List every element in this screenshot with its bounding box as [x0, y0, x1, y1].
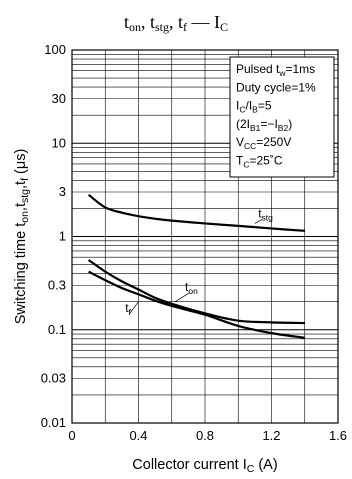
- condition-line: TC​=25˚C: [236, 154, 283, 170]
- series-labels: tstg​ ton​ tf​: [125, 206, 273, 317]
- y-tick-label: 0.01: [41, 415, 66, 430]
- y-tick-labels: 0.01 0.03 0.1 0.3 1 3 10 30 100: [41, 42, 66, 430]
- chart-title: ton​, tstg​, tf​ — IC​: [124, 12, 228, 34]
- y-tick-label: 100: [44, 42, 66, 57]
- condition-line: Pulsed tw​=1ms: [236, 62, 315, 78]
- tstg-leader: [254, 219, 263, 224]
- condition-line: Duty cycle=1%: [236, 80, 316, 94]
- y-tick-label: 3: [59, 184, 66, 199]
- ton-label: ton​: [185, 280, 198, 296]
- tstg-curve: [87, 193, 305, 232]
- x-axis-label-text: Collector current IC​ (A): [132, 457, 277, 475]
- condition-line: (2IB1​=−IB2​): [236, 117, 292, 133]
- y-tick-label: 0.3: [48, 277, 66, 292]
- chart-title-text: ton​, tstg​, tf​ — IC​: [124, 12, 228, 34]
- y-tick-label: 1: [59, 229, 66, 244]
- series-curves: [87, 193, 305, 339]
- ton-curve: [87, 259, 305, 325]
- x-axis-label: Collector current IC​ (A): [132, 457, 277, 475]
- x-tick-label: 0.4: [129, 428, 147, 443]
- tf-curve: [88, 270, 305, 339]
- y-axis-label-text: Switching time ton​,tstg​,tf​ (μs): [13, 149, 31, 325]
- plot-frame: [71, 49, 339, 424]
- y-tick-label: 0.03: [41, 371, 66, 386]
- y-tick-label: 30: [52, 91, 66, 106]
- tf-leader: [128, 301, 139, 315]
- x-tick-labels: 0 0.4 0.8 1.2 1.6: [68, 428, 347, 443]
- x-tick-label: 0.8: [196, 428, 214, 443]
- conditions-box-frame: [229, 56, 335, 178]
- x-tick-label: 1.6: [329, 428, 347, 443]
- x-tick-label: 0: [68, 428, 75, 443]
- y-axis-label: Switching time ton​,tstg​,tf​ (μs): [13, 149, 31, 325]
- y-tick-label: 0.1: [48, 322, 66, 337]
- conditions-box: Pulsed tw​=1ms Duty cycle=1% IC​/IB​=5 (2IB…: [229, 56, 335, 178]
- tstg-label: tstg​: [258, 206, 273, 222]
- tf-label: tf​: [125, 301, 131, 317]
- x-tick-label: 1.2: [262, 428, 280, 443]
- y-tick-label: 10: [52, 135, 66, 150]
- condition-line: IC​/IB​=5: [236, 99, 272, 115]
- condition-line: VCC​=250V: [236, 135, 291, 151]
- ton-leader: [174, 292, 190, 302]
